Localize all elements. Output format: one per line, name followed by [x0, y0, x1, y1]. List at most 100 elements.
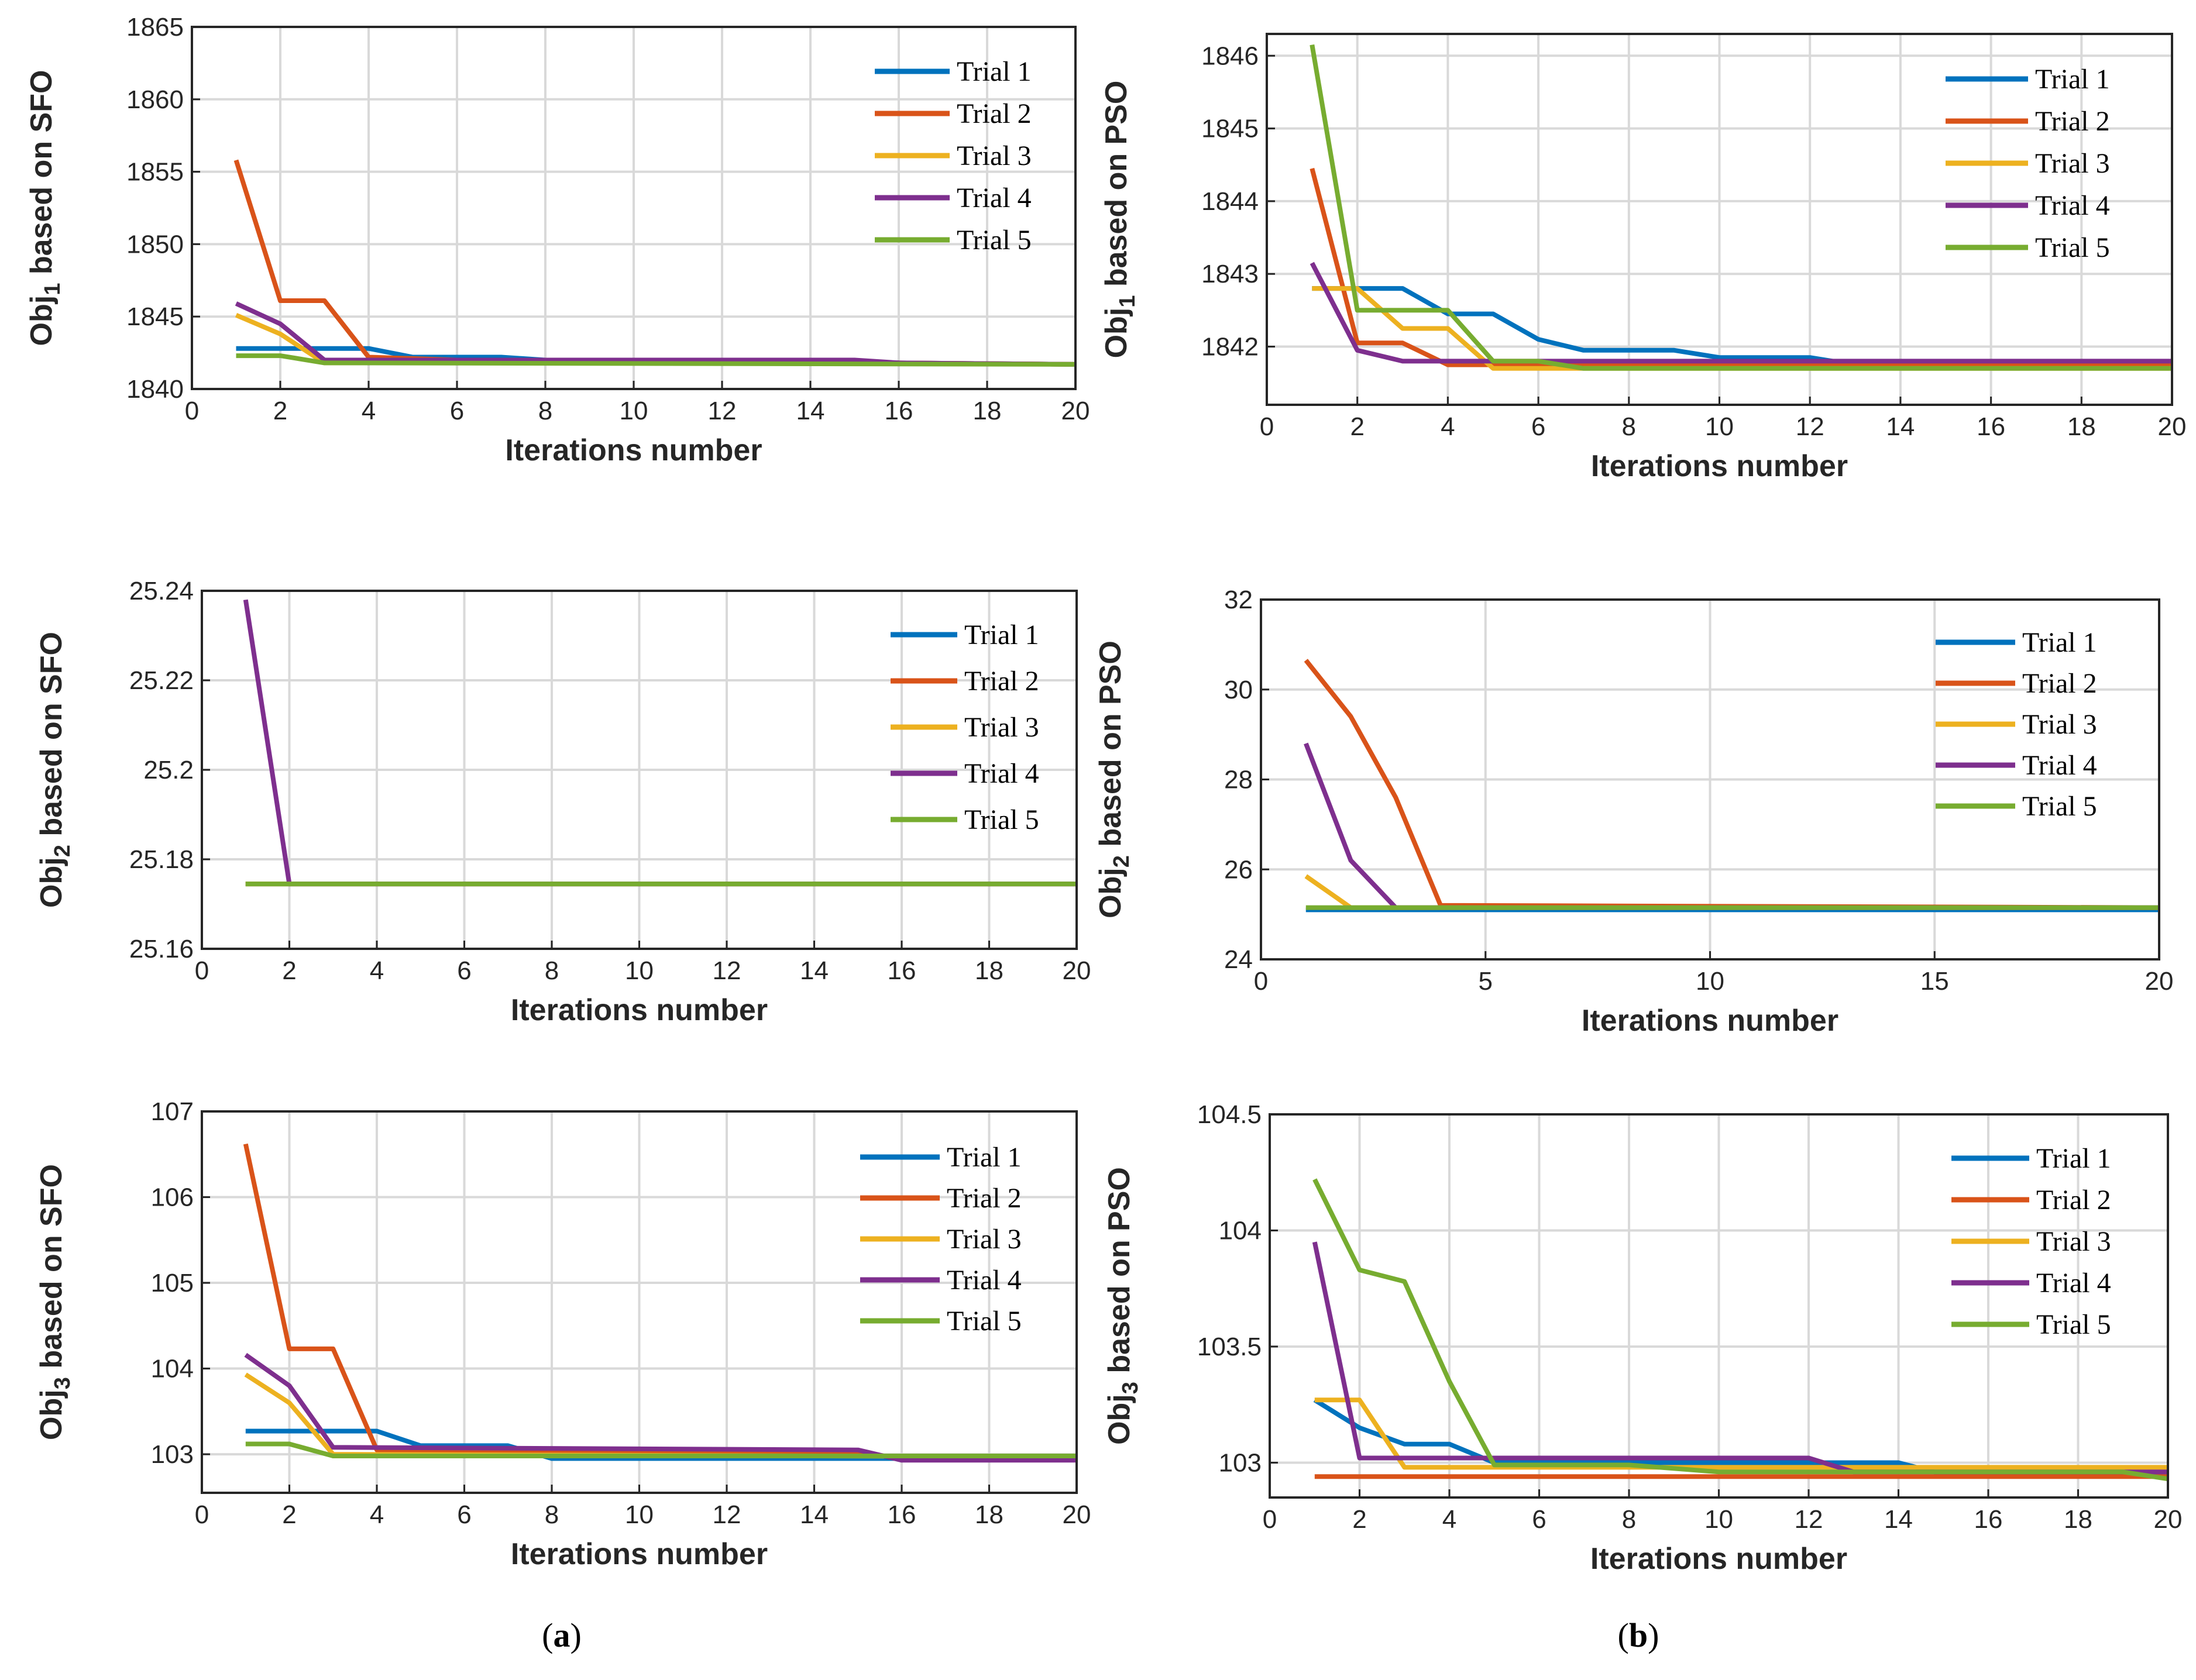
- x-tick-label: 2: [1352, 1505, 1366, 1534]
- legend: Trial 1 Trial 2 Trial 3 Trial 4 Trial 5: [860, 1142, 1022, 1337]
- y-axis-label: Obj3 based on SFO: [35, 1164, 75, 1440]
- x-tick-label: 18: [973, 397, 1002, 425]
- x-tick-label: 8: [1622, 1505, 1636, 1534]
- x-tick-label: 14: [1886, 412, 1915, 441]
- y-tick-label: 25.2: [143, 756, 194, 784]
- y-tick-label: 32: [1224, 586, 1253, 614]
- series-line-trial-4: [235, 301, 1075, 367]
- series-line-trial-3: [235, 313, 1075, 367]
- x-tick-label: 20: [2154, 1505, 2183, 1534]
- legend-label: Trial 3: [947, 1224, 1022, 1255]
- legend-label: Trial 3: [2035, 148, 2110, 179]
- legend-label: Trial 2: [957, 98, 1032, 129]
- y-tick-label: 106: [151, 1183, 194, 1212]
- series-line-trial-5: [236, 353, 1075, 367]
- y-tick-label: 104: [1219, 1216, 1262, 1245]
- x-tick-label: 16: [885, 397, 913, 425]
- y-tick-label: 1842: [1201, 333, 1259, 362]
- legend-label: Trial 1: [964, 619, 1039, 650]
- x-tick-label: 8: [1622, 412, 1636, 441]
- caption-a: (a): [542, 1616, 582, 1654]
- x-tick-label: 0: [195, 1500, 209, 1529]
- x-tick-label: 20: [2145, 967, 2174, 996]
- y-tick-label: 24: [1224, 945, 1253, 974]
- y-tick-label: 1855: [126, 158, 184, 187]
- x-tick-label: 8: [545, 1500, 559, 1529]
- x-tick-label: 10: [1704, 1505, 1733, 1534]
- legend-label: Trial 3: [2036, 1226, 2111, 1257]
- y-tick-label: 104: [151, 1355, 194, 1383]
- x-tick-label: 20: [1063, 1500, 1091, 1529]
- x-axis-label: Iterations number: [1582, 1004, 1838, 1038]
- legend-label: Trial 1: [2022, 627, 2097, 658]
- x-tick-label: 18: [975, 956, 1004, 985]
- legend-label: Trial 4: [2022, 750, 2097, 781]
- y-tick-label: 1860: [126, 85, 184, 114]
- y-tick-label: 25.18: [129, 845, 194, 874]
- series-line-trial-5: [1310, 44, 2172, 371]
- legend-label: Trial 2: [2036, 1185, 2111, 1216]
- series-group: [243, 1143, 1077, 1463]
- chart-middle-left: 0 2 4 6 8 10 12 14 16 18 20 25.16 25.18 25.2 25.22 25.2…: [35, 577, 1091, 1027]
- legend-label: Trial 3: [2022, 709, 2097, 740]
- series-group: [1310, 44, 2172, 371]
- x-tick-label: 16: [1974, 1505, 2003, 1534]
- x-tick-label: 18: [2064, 1505, 2092, 1534]
- x-tick-label: 0: [1254, 967, 1268, 996]
- legend-label: Trial 2: [964, 666, 1039, 697]
- legend-label: Trial 4: [964, 758, 1039, 789]
- legend-label: Trial 5: [957, 225, 1032, 256]
- x-axis-label: Iterations number: [1590, 1542, 1847, 1576]
- y-tick-label: 103: [151, 1440, 194, 1469]
- x-tick-label: 4: [1441, 412, 1455, 441]
- x-tick-label: 6: [1532, 1505, 1546, 1534]
- x-tick-label: 2: [273, 397, 287, 425]
- x-tick-label: 10: [1705, 412, 1734, 441]
- x-tick-label: 10: [620, 397, 648, 425]
- legend: Trial 1 Trial 2 Trial 3 Trial 4 Trial 5: [1946, 64, 2110, 263]
- x-tick-label: 0: [1260, 412, 1274, 441]
- x-tick-label: 2: [282, 1500, 296, 1529]
- x-tick-label: 12: [713, 956, 741, 985]
- y-tick-label: 103: [1219, 1448, 1262, 1477]
- x-tick-label: 14: [1884, 1505, 1913, 1534]
- y-tick-label: 105: [151, 1269, 194, 1297]
- legend-label: Trial 4: [2035, 190, 2110, 221]
- series-line-trial-4: [244, 1352, 1077, 1463]
- x-tick-label: 14: [800, 1500, 829, 1529]
- y-tick-label: 107: [151, 1097, 194, 1126]
- y-tick-label: 1843: [1201, 260, 1259, 288]
- legend-label: Trial 3: [964, 712, 1039, 743]
- x-tick-label: 6: [1531, 412, 1545, 441]
- legend-label: Trial 4: [947, 1265, 1022, 1296]
- x-tick-label: 6: [450, 397, 464, 425]
- legend-label: Trial 5: [2035, 232, 2110, 263]
- chart-top-left: 0 2 4 6 8 10 12 14 16 18 20 1840 1845 1850 1855 1860 186…: [25, 13, 1090, 467]
- y-tick-label: 1845: [1201, 115, 1259, 143]
- legend-label: Trial 1: [957, 56, 1032, 87]
- x-tick-label: 8: [545, 956, 559, 985]
- x-tick-label: 5: [1479, 967, 1493, 996]
- y-tick-label: 25.24: [129, 577, 194, 605]
- legend-label: Trial 5: [2022, 791, 2097, 822]
- series-group: [1304, 659, 2159, 913]
- x-axis-label: Iterations number: [505, 433, 762, 467]
- legend: Trial 1 Trial 2 Trial 3 Trial 4 Trial 5: [891, 619, 1039, 835]
- series-line-trial-4: [1310, 261, 2172, 364]
- series-line-trial-5: [245, 1441, 1077, 1458]
- y-tick-label: 26: [1224, 855, 1253, 884]
- x-tick-label: 8: [538, 397, 552, 425]
- x-axis-label: Iterations number: [511, 1537, 768, 1571]
- x-tick-label: 20: [1061, 397, 1090, 425]
- x-tick-label: 2: [282, 956, 296, 985]
- x-tick-label: 16: [888, 1500, 916, 1529]
- x-tick-label: 16: [888, 956, 916, 985]
- x-tick-label: 18: [975, 1500, 1004, 1529]
- y-tick-label: 103.5: [1197, 1333, 1262, 1361]
- y-tick-label: 1840: [126, 375, 184, 404]
- x-tick-label: 4: [362, 397, 376, 425]
- series-line-trial-2: [233, 159, 1075, 367]
- x-tick-label: 10: [625, 1500, 654, 1529]
- y-tick-label: 1845: [126, 302, 184, 331]
